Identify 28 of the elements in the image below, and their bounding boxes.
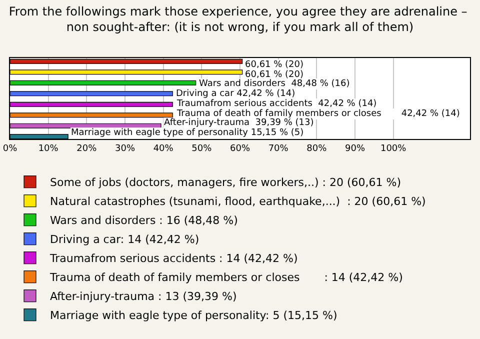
legend-label: Marriage with eagle type of personality: 5 (15,15 %) (50, 309, 338, 322)
data-label: 60,61 % (20) (245, 60, 304, 70)
data-label: Marriage with eagle type of personality 15,15 % (5) (71, 128, 304, 138)
x-tick-label: 60% (230, 144, 250, 154)
x-tick-label: 100% (380, 144, 407, 154)
data-label: Wars and disorders 48,48 % (16) (199, 79, 350, 89)
x-tick-label: 20% (76, 144, 98, 154)
data-label: Traumafrom serious accidents 42,42 % (14) (176, 99, 377, 109)
chart-title: From the followings mark those experience, you agree they are adrenaline – non sought-after: (it is not wrong, if you mark all of them) (8, 4, 472, 34)
data-label: Driving a car 42,42 % (14) (176, 89, 296, 99)
x-tick-label: 70% (268, 144, 289, 154)
x-tick-label: 0% (2, 144, 18, 154)
data-label: After-injury-trauma 39,39 % (13) (164, 118, 314, 128)
legend-label: Driving a car: 14 (42,42 %) (50, 233, 200, 246)
legend-label: Trauma of death of family members or closes : 14 (42,42 %) (49, 271, 403, 284)
data-label: 60,61 % (20) (245, 70, 304, 80)
x-tick-label: 80% (306, 144, 328, 154)
x-tick-label: 30% (114, 144, 136, 154)
x-tick-label: 90% (344, 144, 366, 154)
data-label: Trauma of death of family members or closes 42,42 % (14) (176, 109, 460, 119)
legend-label: Some of jobs (doctors, managers, fire workers,..) : 20 (60,61 %) (50, 176, 402, 190)
legend-label: Traumafrom serious accidents : 14 (42,42 %) (49, 252, 298, 266)
legend-label: After-injury-trauma : 13 (39,39 %) (50, 290, 237, 304)
legend-label: Wars and disorders : 16 (48,48 %) (50, 214, 238, 228)
x-tick-label: 50% (192, 144, 212, 154)
legend-label: Natural catastrophes (tsunami, flood, earthquake,...) : 20 (60,61 %) (50, 195, 426, 208)
x-tick-label: 10% (38, 144, 59, 154)
x-tick-label: 40% (153, 144, 174, 154)
